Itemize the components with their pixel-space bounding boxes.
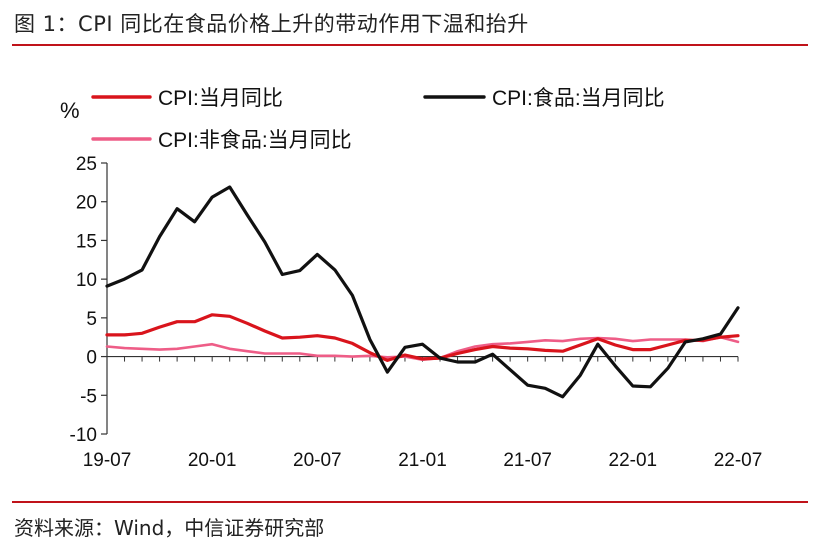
- legend-label-2: CPI:食品:当月同比: [492, 87, 665, 110]
- x-tick-label: 21-07: [503, 450, 552, 471]
- x-tick-label: 20-07: [293, 450, 342, 471]
- title-divider: [12, 44, 808, 46]
- legend: CPI:当月同比 CPI:食品:当月同比 CPI:非食品:当月同比: [91, 87, 665, 152]
- legend-label-1: CPI:当月同比: [158, 87, 283, 110]
- y-tick-label: 10: [76, 270, 97, 291]
- x-tick-label: 21-01: [398, 450, 447, 471]
- cpi-line-chart: % CPI:当月同比 CPI:食品:当月同比 CPI:非食品:当月同比 25 20 15…: [60, 87, 763, 471]
- axes: 25 20 15 10 5 0 -5 -10 19-07 20-01 20-07 21-01 21-07…: [70, 154, 763, 471]
- source-note: 资料来源：Wind，中信证券研究部: [14, 516, 325, 540]
- x-tick-label: 19-07: [83, 450, 132, 471]
- y-tick-label: 5: [86, 309, 97, 330]
- series-lines: [105, 185, 740, 399]
- x-tick-label: 22-01: [609, 450, 658, 471]
- source-divider: [12, 501, 808, 503]
- y-tick-label: 0: [86, 348, 97, 369]
- x-tick-label: 22-07: [714, 450, 763, 471]
- x-tick-label: 20-01: [188, 450, 237, 471]
- chart-title: 图 1：CPI 同比在食品价格上升的带动作用下温和抬升: [14, 12, 529, 36]
- y-tick-label: -10: [70, 425, 97, 446]
- y-tick-label: 15: [76, 231, 97, 252]
- series-line-1: [105, 313, 740, 362]
- series-line-2: [105, 185, 740, 399]
- y-tick-label: -5: [80, 386, 97, 407]
- y-tick-label: 20: [76, 193, 97, 214]
- y-tick-label: 25: [76, 154, 97, 175]
- y-axis-unit-label: %: [60, 98, 80, 123]
- legend-label-3: CPI:非食品:当月同比: [158, 129, 352, 152]
